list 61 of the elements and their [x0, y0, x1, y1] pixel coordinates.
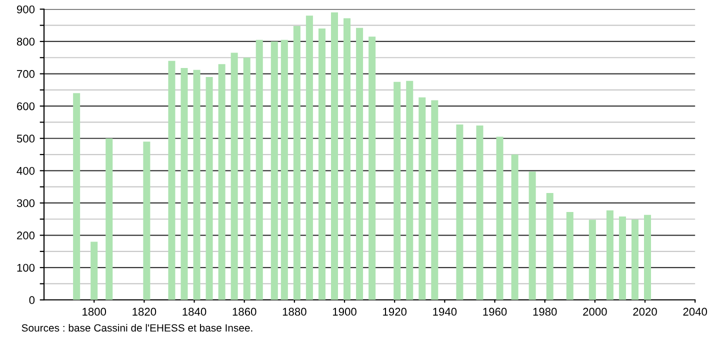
bar: [644, 214, 652, 300]
bar: [256, 40, 263, 300]
x-tick-label: 1880: [282, 308, 306, 316]
bar: [90, 242, 98, 300]
x-tick-label: 2020: [633, 308, 657, 316]
bar: [330, 12, 338, 300]
bar: [631, 219, 638, 300]
x-tick-label: 1860: [232, 308, 256, 316]
bar: [588, 220, 596, 300]
bar: [566, 212, 574, 300]
bar: [456, 124, 464, 300]
x-tick-label: 1920: [383, 308, 407, 316]
bar: [270, 41, 278, 300]
y-tick-label: 100: [17, 264, 35, 272]
bar: [73, 93, 80, 300]
bar: [193, 70, 200, 300]
bar: [280, 40, 288, 300]
bar: [418, 97, 426, 300]
bar: [230, 52, 238, 300]
bar: [618, 216, 626, 300]
bar: [528, 172, 536, 300]
bar: [394, 82, 401, 300]
bar: [206, 77, 213, 300]
y-tick-label: 400: [16, 166, 35, 175]
bar: [306, 16, 313, 300]
bar: [106, 138, 113, 300]
bar: [546, 192, 554, 300]
y-tick-label: 0: [29, 296, 35, 304]
bar: [344, 18, 351, 300]
bar: [180, 68, 188, 300]
bar: [476, 125, 484, 300]
y-tick-label: 500: [16, 134, 35, 143]
x-tick-label: 1900: [333, 308, 356, 316]
bar: [511, 154, 518, 300]
y-tick-label: 200: [17, 232, 35, 240]
x-tick-label: 2040: [683, 308, 708, 316]
bar: [143, 142, 150, 300]
y-tick-label: 700: [17, 70, 35, 78]
bar: [318, 28, 326, 300]
x-tick-label: 1820: [132, 308, 156, 316]
y-tick-label: 800: [16, 38, 35, 46]
x-tick-label: 1960: [483, 308, 507, 316]
bar: [293, 26, 300, 300]
bar: [368, 36, 376, 300]
bar: [356, 28, 364, 300]
bar: [243, 58, 250, 300]
bar: [606, 210, 614, 300]
x-tick-label: 1840: [182, 308, 206, 316]
bar: [406, 80, 414, 300]
x-tick-label: 1940: [433, 308, 457, 316]
x-tick-label: 1980: [533, 308, 557, 316]
bar: [496, 136, 504, 300]
bar: [218, 64, 226, 300]
x-tick-label: 2000: [583, 308, 607, 316]
source-note: Sources : base Cassini de l'EHESS et base Insee.: [22, 324, 252, 332]
y-tick-label: 300: [16, 199, 35, 208]
y-tick-label: 900: [16, 5, 35, 14]
y-tick-label: 600: [17, 102, 35, 110]
bar: [168, 60, 176, 300]
bar: [431, 100, 438, 300]
x-tick-label: 1800: [82, 308, 106, 316]
